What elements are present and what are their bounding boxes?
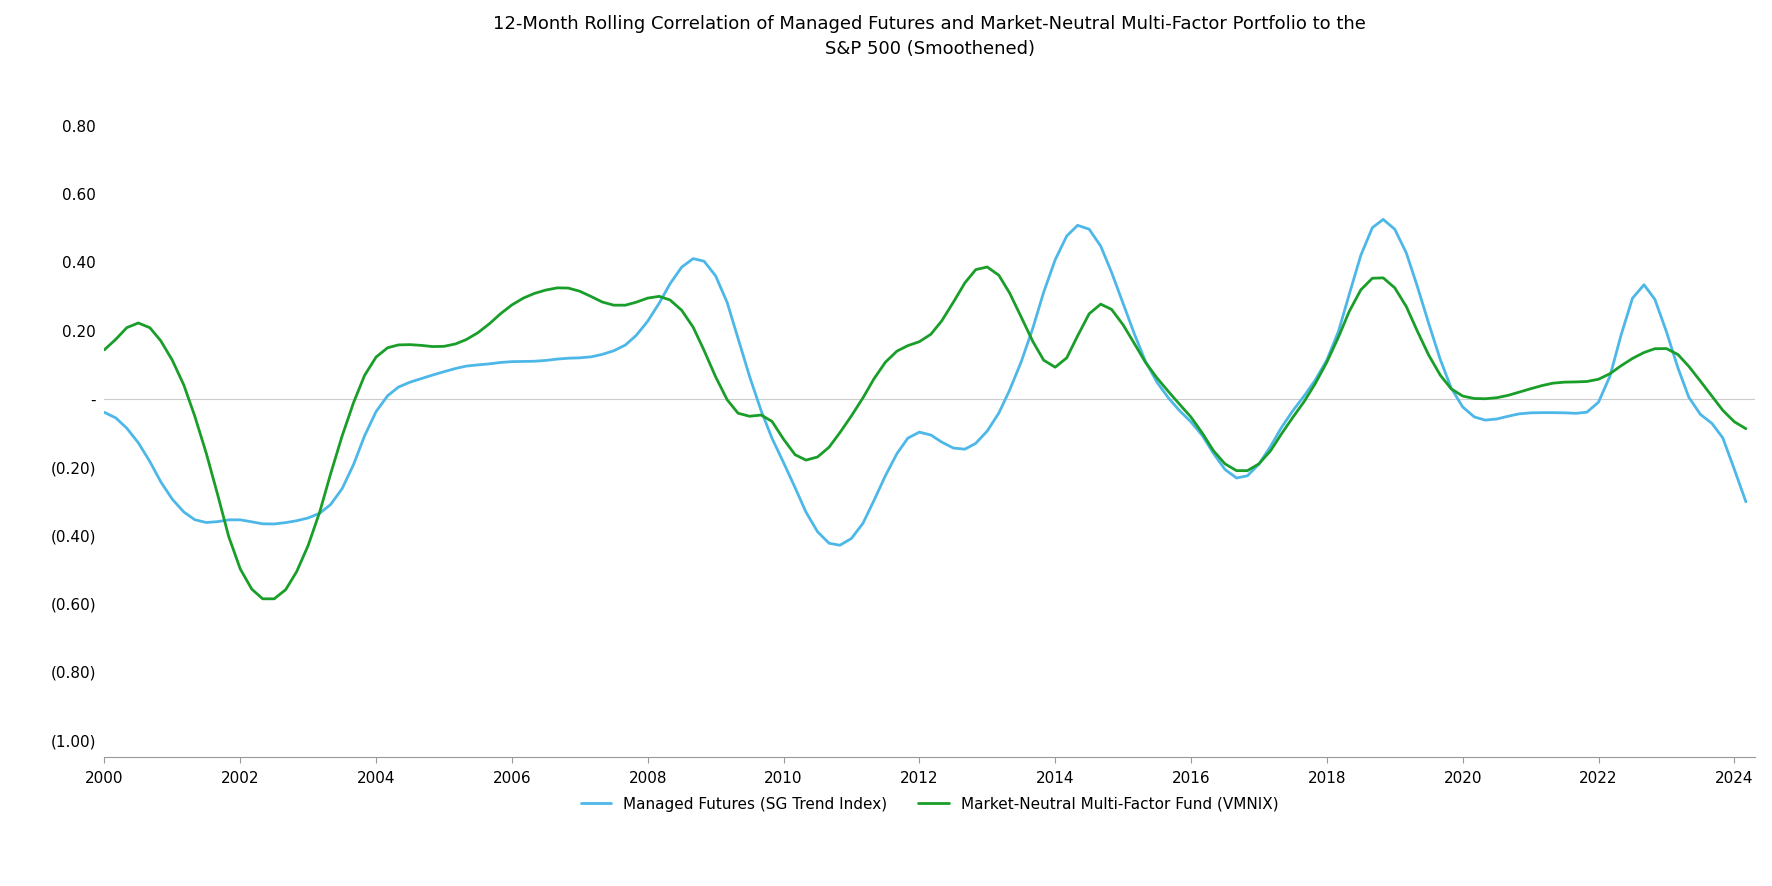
Legend: Managed Futures (SG Trend Index), Market-Neutral Multi-Factor Fund (VMNIX): Managed Futures (SG Trend Index), Market… — [574, 790, 1285, 818]
Managed Futures (SG Trend Index) — [829, 540, 851, 550]
Managed Futures (SG Trend Index) — [489, 357, 510, 368]
Market-Neutral Multi-Factor Fund (VMNIX) — [569, 286, 590, 297]
Market-Neutral Multi-Factor Fund (VMNIX) — [298, 540, 319, 551]
Market-Neutral Multi-Factor Fund (VMNIX) — [976, 261, 998, 272]
Managed Futures (SG Trend Index) — [501, 356, 523, 367]
Managed Futures (SG Trend Index) — [94, 407, 115, 417]
Line: Market-Neutral Multi-Factor Fund (VMNIX): Market-Neutral Multi-Factor Fund (VMNIX) — [105, 267, 1745, 599]
Managed Futures (SG Trend Index) — [930, 437, 952, 447]
Market-Neutral Multi-Factor Fund (VMNIX) — [94, 345, 115, 355]
Market-Neutral Multi-Factor Fund (VMNIX) — [1079, 308, 1100, 319]
Market-Neutral Multi-Factor Fund (VMNIX) — [264, 594, 285, 604]
Managed Futures (SG Trend Index) — [1067, 220, 1088, 230]
Managed Futures (SG Trend Index) — [1373, 214, 1395, 225]
Title: 12-Month Rolling Correlation of Managed Futures and Market-Neutral Multi-Factor : 12-Month Rolling Correlation of Managed … — [493, 15, 1366, 58]
Line: Managed Futures (SG Trend Index): Managed Futures (SG Trend Index) — [105, 220, 1745, 545]
Managed Futures (SG Trend Index) — [558, 353, 579, 363]
Managed Futures (SG Trend Index) — [285, 516, 307, 526]
Market-Neutral Multi-Factor Fund (VMNIX) — [1735, 424, 1756, 434]
Market-Neutral Multi-Factor Fund (VMNIX) — [930, 315, 952, 326]
Market-Neutral Multi-Factor Fund (VMNIX) — [512, 292, 533, 303]
Managed Futures (SG Trend Index) — [1735, 496, 1756, 507]
Market-Neutral Multi-Factor Fund (VMNIX) — [501, 299, 523, 310]
